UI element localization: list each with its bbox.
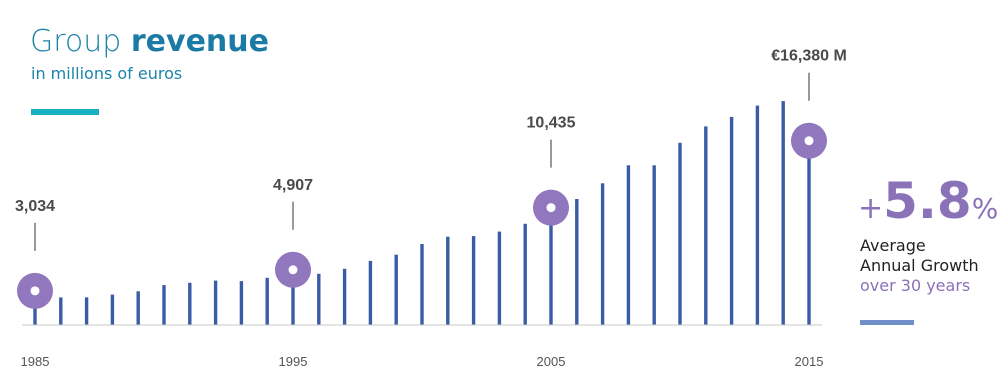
x-tick-label-1985: 1985 bbox=[21, 354, 50, 369]
bar-1995 bbox=[291, 269, 295, 325]
title-prefix: Group bbox=[30, 24, 122, 59]
marker-2015 bbox=[791, 122, 827, 159]
growth-label-period: over 30 years bbox=[860, 276, 971, 295]
bar-1997 bbox=[342, 268, 347, 326]
bar-2007 bbox=[600, 183, 605, 326]
bar-1989 bbox=[136, 291, 140, 326]
bar-1996 bbox=[317, 273, 321, 325]
bar-2012 bbox=[729, 116, 734, 326]
growth-value: 5.8 bbox=[883, 172, 972, 230]
bar-2006 bbox=[575, 199, 579, 325]
title-underline bbox=[31, 109, 99, 115]
chart-subtitle: in millions of euros bbox=[31, 64, 183, 83]
marker-1985 bbox=[17, 272, 53, 309]
leader-lines-group bbox=[34, 72, 810, 251]
bar-1998 bbox=[368, 260, 373, 325]
bar-2008 bbox=[626, 165, 631, 326]
growth-underline bbox=[860, 320, 914, 325]
bar-1991 bbox=[188, 282, 192, 325]
growth-unit: % bbox=[971, 192, 999, 225]
bar-2003 bbox=[497, 231, 502, 325]
title-bold: revenue bbox=[130, 24, 269, 59]
bar-2004 bbox=[523, 223, 527, 326]
bar-1987 bbox=[84, 297, 89, 325]
bar-2010 bbox=[678, 142, 682, 326]
value-label-1995: 4,907 bbox=[273, 177, 313, 194]
x-tick-labels-group: 1985 1995 2005 2015 bbox=[21, 354, 824, 369]
chart-title: Group revenue bbox=[30, 24, 269, 59]
bar-1999 bbox=[394, 254, 398, 325]
growth-label-average: Average bbox=[860, 236, 926, 255]
marker-2005 bbox=[533, 189, 569, 226]
bar-2001 bbox=[446, 236, 450, 325]
x-tick-label-2015: 2015 bbox=[795, 354, 824, 369]
bar-2014 bbox=[781, 101, 785, 325]
bars-group bbox=[33, 101, 811, 326]
bar-1994 bbox=[265, 277, 269, 326]
value-label-2015: €16,380 M bbox=[771, 48, 847, 65]
bar-2009 bbox=[652, 165, 656, 326]
bar-2002 bbox=[471, 236, 476, 325]
growth-plus: + bbox=[858, 191, 884, 226]
value-label-2005: 10,435 bbox=[527, 115, 576, 132]
bar-2011 bbox=[704, 126, 708, 326]
bar-2000 bbox=[420, 244, 424, 325]
bar-1993 bbox=[239, 281, 244, 325]
bar-1992 bbox=[213, 280, 218, 325]
x-tick-label-2005: 2005 bbox=[537, 354, 566, 369]
bar-1990 bbox=[162, 285, 166, 325]
growth-figure: +5.8% bbox=[858, 172, 998, 230]
bar-2005 bbox=[549, 207, 553, 325]
growth-label-annual: Annual Growth bbox=[860, 256, 979, 275]
bar-1988 bbox=[110, 294, 115, 325]
markers-group bbox=[17, 122, 827, 309]
bar-1986 bbox=[59, 297, 63, 325]
bar-2015 bbox=[807, 140, 811, 325]
value-labels-group: 3,034 4,907 10,435 €16,380 M bbox=[15, 48, 847, 215]
marker-1995 bbox=[275, 251, 311, 288]
x-tick-label-1995: 1995 bbox=[279, 354, 308, 369]
value-label-1985: 3,034 bbox=[15, 198, 55, 215]
bar-2013 bbox=[755, 105, 760, 325]
